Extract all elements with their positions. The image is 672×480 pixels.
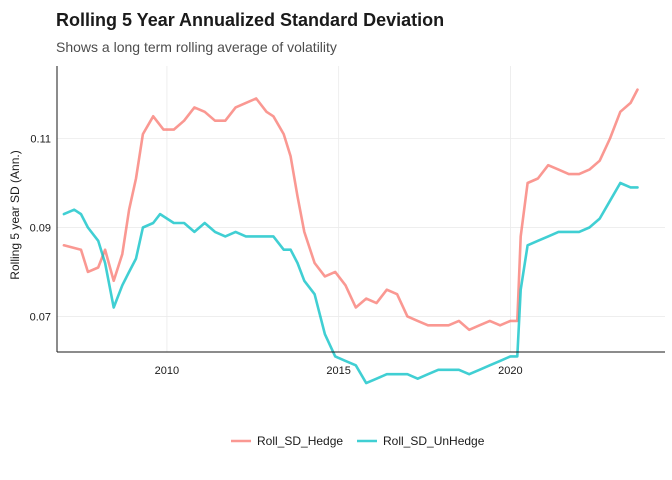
chart-title: Rolling 5 Year Annualized Standard Devia… (56, 10, 444, 30)
x-tick-label: 2015 (326, 365, 350, 377)
y-tick-label: 0.07 (30, 311, 51, 323)
legend-label: Roll_SD_Hedge (257, 434, 343, 448)
grid-lines (57, 66, 665, 352)
legend-item: Roll_SD_UnHedge (357, 434, 485, 448)
legend-item: Roll_SD_Hedge (231, 434, 343, 448)
series-line-roll-sd-unhedge (62, 181, 639, 385)
legend-label: Roll_SD_UnHedge (383, 434, 485, 448)
series-layer (62, 88, 639, 385)
x-tick-label: 2020 (498, 365, 522, 377)
y-axis-ticks: 0.07 0.09 0.11 (30, 134, 51, 324)
y-tick-label: 0.11 (30, 134, 51, 146)
x-axis-ticks: 2010 2015 2020 (155, 365, 523, 377)
y-axis-title: Rolling 5 year SD (Ann.) (8, 150, 22, 279)
y-tick-label: 0.09 (30, 222, 51, 234)
x-tick-label: 2010 (155, 365, 179, 377)
legend: Roll_SD_Hedge Roll_SD_UnHedge (231, 434, 485, 448)
chart-subtitle: Shows a long term rolling average of vol… (56, 39, 337, 55)
series-line-roll-sd-hedge (62, 88, 639, 332)
